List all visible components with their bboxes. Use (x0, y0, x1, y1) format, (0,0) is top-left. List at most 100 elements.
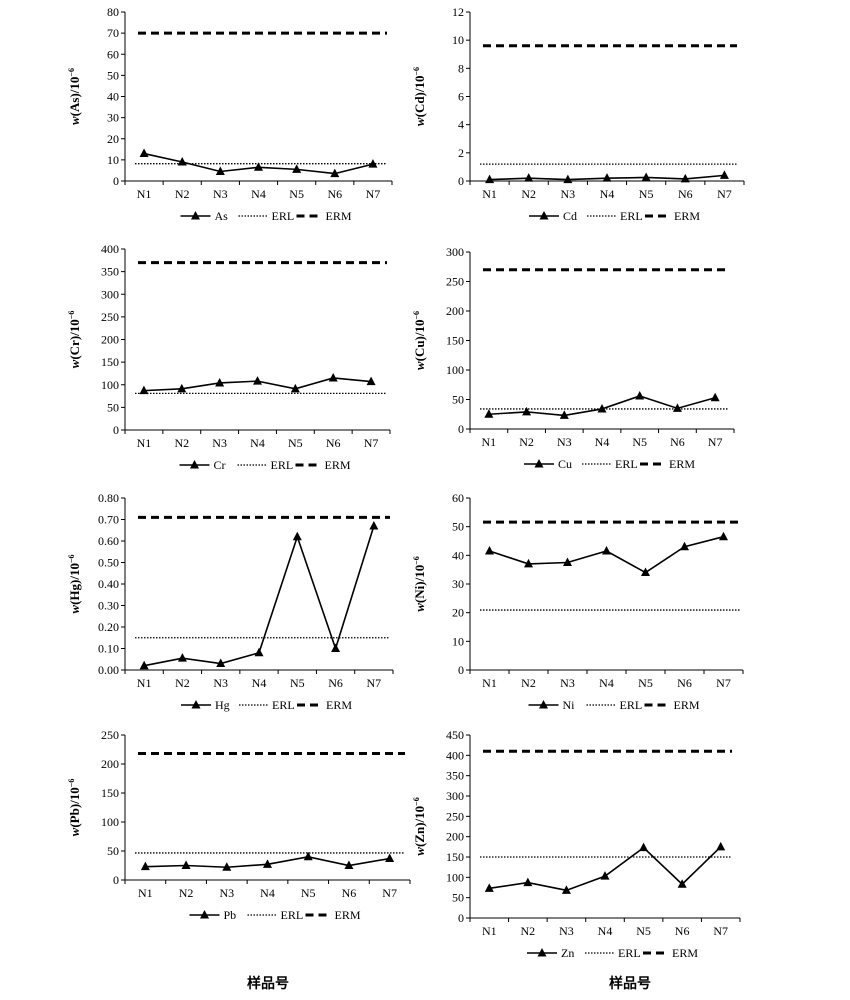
series-line-zn (489, 846, 722, 892)
y-label-exp: −6 (412, 556, 421, 565)
y-tick-label: 250 (446, 809, 464, 823)
x-tick-label: N6 (675, 924, 690, 938)
data-point (639, 842, 649, 852)
y-label-elem: (Cu) (412, 336, 427, 361)
legend-series-label: Hg (215, 698, 230, 712)
legend-erm-label: ERM (325, 458, 351, 472)
y-tick-label: 50 (107, 844, 119, 858)
y-label-exp: −6 (67, 68, 76, 77)
y-tick-label: 40 (452, 548, 464, 562)
y-axis-label: w(Hg)/10−6 (67, 554, 82, 613)
chart-panel-cd: 0 2 4 6 8 10 12 N1 N2 N3 N4 N5 N6 N7 w(Cd)/10−6 Cd ERL ER… (412, 5, 745, 223)
y-tick-label: 0 (113, 873, 119, 887)
y-tick-label: 250 (101, 728, 119, 742)
legend-series-marker (534, 459, 544, 468)
x-tick-label: N4 (600, 187, 615, 201)
legend-series-label: Cr (214, 458, 226, 472)
y-tick-label: 350 (446, 769, 464, 783)
y-label-var: w (412, 847, 427, 856)
chart-panel-cr: 0 50 100 150 200 250 300 350 400 N1 N2 N3 N4 N5 N6 N7 w(… (67, 242, 391, 472)
data-point (328, 372, 338, 382)
y-tick-label: 20 (452, 606, 464, 620)
legend: Zn ERL ERM (527, 946, 698, 960)
data-point (177, 383, 187, 393)
data-point (181, 860, 191, 869)
y-label-var: w (67, 605, 82, 614)
y-axis-label: w(Cu)/10−6 (412, 311, 427, 370)
legend-erm-label: ERM (669, 457, 695, 471)
y-tick-label: 0.60 (98, 534, 119, 548)
data-point (177, 653, 187, 662)
y-tick-label: 50 (452, 393, 464, 407)
y-label-elem: (Cr) (67, 336, 82, 360)
y-tick-label: 400 (101, 242, 119, 256)
data-point (222, 862, 232, 871)
x-tick-label: N4 (595, 435, 610, 449)
y-label-elem: (Cd) (412, 92, 427, 117)
y-tick-label: 300 (446, 245, 464, 259)
legend-series-marker (539, 211, 549, 220)
y-tick-label: 100 (446, 363, 464, 377)
y-tick-label: 20 (107, 132, 119, 146)
legend-series-label: Ni (563, 698, 576, 712)
chart-panel-zn: 0 50 100 150 200 250 300 350 400 450 N1 N2 N3 N4 N5 N6 N… (412, 728, 741, 960)
y-tick-label: 60 (107, 47, 119, 61)
data-point (292, 164, 302, 173)
y-axis-label: w(Cd)/10−6 (412, 67, 427, 126)
x-tick-label: N1 (482, 924, 497, 938)
data-point (600, 871, 610, 880)
data-point (216, 658, 226, 668)
data-point (139, 660, 149, 670)
y-label-var: w (67, 359, 82, 368)
data-point (303, 851, 313, 861)
data-point (680, 541, 689, 551)
y-tick-label: 250 (101, 310, 119, 324)
y-tick-label: 30 (452, 577, 464, 591)
x-tick-label: N5 (289, 187, 304, 201)
legend-series-label: Cu (558, 457, 572, 471)
x-tick-label: N6 (327, 187, 342, 201)
y-tick-label: 0.80 (98, 491, 119, 505)
legend-series-label: Cd (563, 209, 577, 223)
legend-series-marker (200, 910, 209, 919)
data-point (522, 406, 532, 416)
y-tick-label: 0.50 (98, 556, 119, 570)
y-tick-label: 4 (458, 118, 464, 132)
data-point (215, 166, 225, 175)
y-tick-label: 100 (101, 815, 119, 829)
y-label-unit: /10 (67, 319, 82, 337)
legend-series-marker (190, 460, 199, 469)
y-tick-label: 100 (101, 378, 119, 392)
y-label-elem: (Hg) (67, 580, 82, 605)
y-label-elem: (Pb) (67, 804, 82, 828)
y-tick-label: 150 (101, 355, 119, 369)
data-point (253, 376, 262, 385)
legend-erl-label: ERL (618, 946, 641, 960)
data-point (602, 173, 612, 182)
y-label-unit: /10 (412, 75, 427, 93)
x-tick-label: N7 (382, 886, 397, 900)
y-label-var: w (67, 116, 82, 125)
data-point (563, 557, 572, 566)
x-tick-label: N1 (482, 187, 497, 201)
x-tick-label: N7 (716, 676, 731, 690)
data-point (563, 174, 573, 184)
data-point (263, 859, 272, 868)
y-label-exp: −6 (67, 554, 76, 563)
y-tick-label: 2 (458, 146, 464, 160)
y-tick-label: 450 (446, 728, 464, 742)
x-tick-label: N5 (638, 676, 653, 690)
legend-erl-label: ERL (620, 698, 643, 712)
y-tick-label: 80 (107, 5, 119, 19)
y-axis-label: w(Cr)/10−6 (67, 311, 82, 369)
x-tick-label: N4 (250, 436, 265, 450)
y-tick-label: 70 (107, 26, 119, 40)
legend: Cu ERL ERM (524, 457, 695, 471)
y-tick-label: 50 (452, 520, 464, 534)
y-label-exp: −6 (412, 67, 421, 76)
legend: Ni ERL ERM (528, 698, 700, 712)
x-tick-label: N6 (677, 676, 692, 690)
y-tick-label: 0.00 (98, 663, 119, 677)
legend-erl-label: ERL (281, 908, 304, 922)
x-tick-label: N3 (557, 435, 572, 449)
